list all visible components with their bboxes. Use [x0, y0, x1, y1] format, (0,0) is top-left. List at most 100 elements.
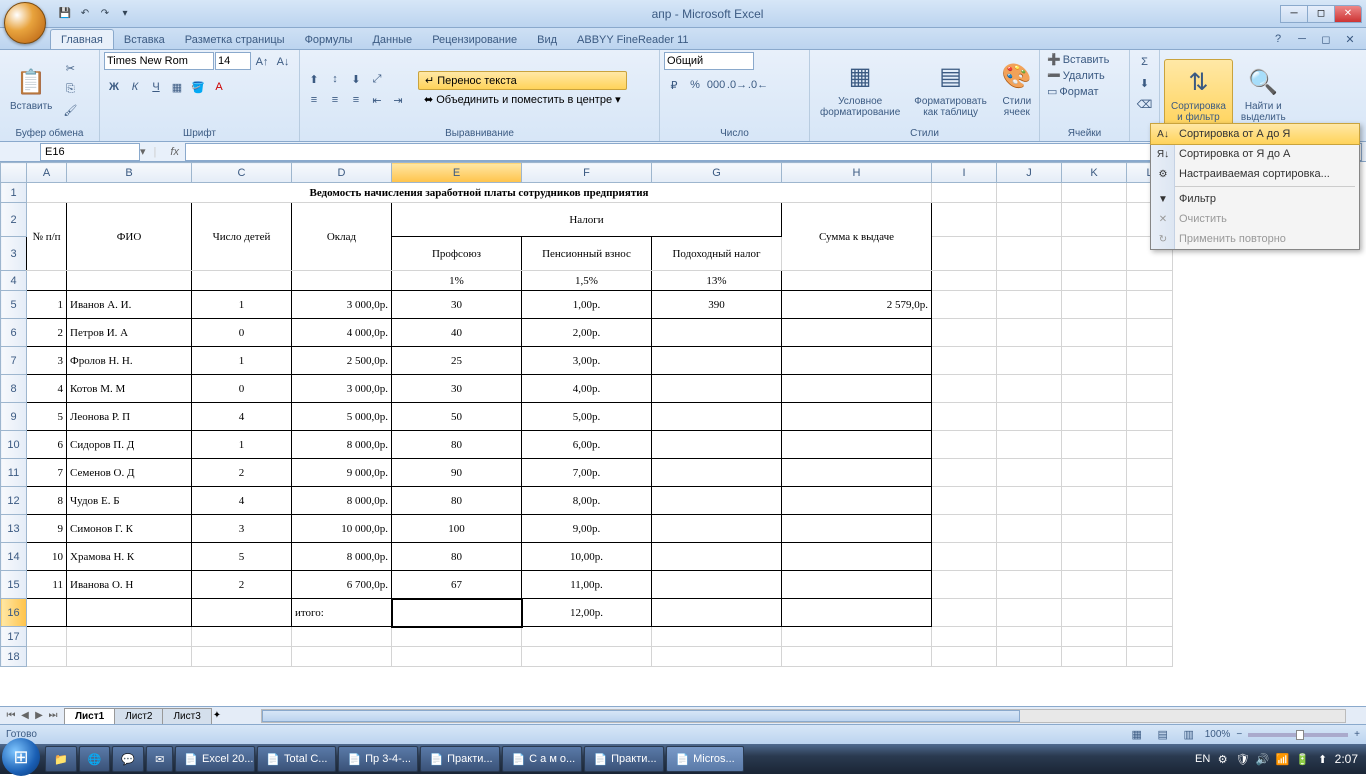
cell-F7[interactable]: 3,00р. [522, 347, 652, 375]
cell-H2[interactable]: Сумма к выдаче [782, 203, 932, 271]
task-button[interactable]: 📄Практи... [420, 746, 500, 772]
cell-E4[interactable]: 1% [392, 271, 522, 291]
cell-E11[interactable]: 90 [392, 459, 522, 487]
fx-icon[interactable]: fx [170, 146, 179, 158]
task-pinned-2[interactable]: 🌐 [79, 746, 111, 772]
col-header-K[interactable]: K [1062, 163, 1127, 183]
copy-icon[interactable]: ⎘ [60, 80, 80, 100]
sort-filter-button[interactable]: ⇅ Сортировка и фильтр [1164, 59, 1233, 131]
cell-D9[interactable]: 5 000,0р. [292, 403, 392, 431]
filter-item[interactable]: ▼ Фильтр [1151, 189, 1359, 209]
tray-icon[interactable]: 🔋 [1295, 751, 1311, 767]
cell-J12[interactable] [997, 487, 1062, 515]
cell-C9[interactable]: 4 [192, 403, 292, 431]
cell-E8[interactable]: 30 [392, 375, 522, 403]
cell-B15[interactable]: Иванова О. Н [67, 571, 192, 599]
cell-D8[interactable]: 3 000,0р. [292, 375, 392, 403]
cell-G5[interactable]: 390 [652, 291, 782, 319]
cell-C12[interactable]: 4 [192, 487, 292, 515]
tray-icon[interactable]: 🔊 [1255, 751, 1271, 767]
cell-G11[interactable] [652, 459, 782, 487]
format-as-table-button[interactable]: ▤ Форматировать как таблицу [908, 54, 993, 126]
cell-A18[interactable] [27, 647, 67, 667]
cell-C5[interactable]: 1 [192, 291, 292, 319]
cell-K3[interactable] [1062, 237, 1127, 271]
cell-C4[interactable] [192, 271, 292, 291]
increase-decimal-icon[interactable]: .0→ [727, 75, 747, 95]
zoom-out-icon[interactable]: − [1236, 729, 1242, 740]
cell-F15[interactable]: 11,00р. [522, 571, 652, 599]
task-button[interactable]: 📄Micros... [666, 746, 743, 772]
cell-G3[interactable]: Подоходный налог [652, 237, 782, 271]
cell-E2[interactable]: Налоги [392, 203, 782, 237]
col-header-B[interactable]: B [67, 163, 192, 183]
cell-A7[interactable]: 3 [27, 347, 67, 375]
page-layout-icon[interactable]: ▤ [1153, 725, 1173, 745]
cell-A8[interactable]: 4 [27, 375, 67, 403]
page-break-icon[interactable]: ▥ [1179, 725, 1199, 745]
cell-I13[interactable] [932, 515, 997, 543]
format-painter-icon[interactable]: 🖌 [60, 101, 80, 121]
row-header-15[interactable]: 15 [1, 571, 27, 599]
underline-button[interactable]: Ч [146, 77, 166, 97]
cell-H10[interactable] [782, 431, 932, 459]
cell-F11[interactable]: 7,00р. [522, 459, 652, 487]
cell-I5[interactable] [932, 291, 997, 319]
font-color-icon[interactable]: A [209, 77, 229, 97]
cell-I4[interactable] [932, 271, 997, 291]
sheet-tab-2[interactable]: Лист2 [114, 708, 163, 724]
cell-B11[interactable]: Семенов О. Д [67, 459, 192, 487]
wrap-text-button[interactable]: ↵ Перенос текста [418, 71, 627, 90]
minimize-button[interactable]: ─ [1280, 5, 1308, 23]
format-cells-button[interactable]: ▭Формат [1044, 84, 1125, 99]
tab-insert[interactable]: Вставка [114, 30, 175, 49]
qat-dropdown-icon[interactable]: ▾ [116, 5, 134, 23]
cell-H18[interactable] [782, 647, 932, 667]
cell-G17[interactable] [652, 627, 782, 647]
row-header-11[interactable]: 11 [1, 459, 27, 487]
cell-J17[interactable] [997, 627, 1062, 647]
cell-G18[interactable] [652, 647, 782, 667]
cell-E6[interactable]: 40 [392, 319, 522, 347]
cell-A16[interactable] [27, 599, 67, 627]
cell-C17[interactable] [192, 627, 292, 647]
sheet-last-icon[interactable]: ⏭ [46, 710, 60, 721]
cell-L5[interactable] [1127, 291, 1173, 319]
name-box-dropdown-icon[interactable]: ▾ [140, 145, 146, 158]
cell-K5[interactable] [1062, 291, 1127, 319]
col-header-F[interactable]: F [522, 163, 652, 183]
cell-F9[interactable]: 5,00р. [522, 403, 652, 431]
currency-icon[interactable]: ₽ [664, 75, 684, 95]
cell-I11[interactable] [932, 459, 997, 487]
cell-J11[interactable] [997, 459, 1062, 487]
cell-I7[interactable] [932, 347, 997, 375]
cell-C18[interactable] [192, 647, 292, 667]
name-box[interactable]: E16 [40, 143, 140, 161]
cell-I17[interactable] [932, 627, 997, 647]
cell-C13[interactable]: 3 [192, 515, 292, 543]
office-button[interactable] [4, 2, 46, 44]
cell-G9[interactable] [652, 403, 782, 431]
increase-indent-icon[interactable]: ⇥ [388, 90, 408, 110]
col-header-G[interactable]: G [652, 163, 782, 183]
horizontal-scrollbar[interactable] [261, 709, 1346, 723]
cell-F13[interactable]: 9,00р. [522, 515, 652, 543]
cell-G16[interactable] [652, 599, 782, 627]
cell-L16[interactable] [1127, 599, 1173, 627]
cell-L7[interactable] [1127, 347, 1173, 375]
cell-C6[interactable]: 0 [192, 319, 292, 347]
help-icon[interactable]: ? [1268, 29, 1288, 49]
undo-icon[interactable]: ↶ [76, 5, 94, 23]
cell-F6[interactable]: 2,00р. [522, 319, 652, 347]
cell-F14[interactable]: 10,00р. [522, 543, 652, 571]
cell-B8[interactable]: Котов М. М [67, 375, 192, 403]
cell-B17[interactable] [67, 627, 192, 647]
cell-D18[interactable] [292, 647, 392, 667]
cell-H8[interactable] [782, 375, 932, 403]
cell-K12[interactable] [1062, 487, 1127, 515]
cell-H14[interactable] [782, 543, 932, 571]
cell-K10[interactable] [1062, 431, 1127, 459]
cell-K9[interactable] [1062, 403, 1127, 431]
cell-I1[interactable] [932, 183, 997, 203]
cell-C16[interactable] [192, 599, 292, 627]
